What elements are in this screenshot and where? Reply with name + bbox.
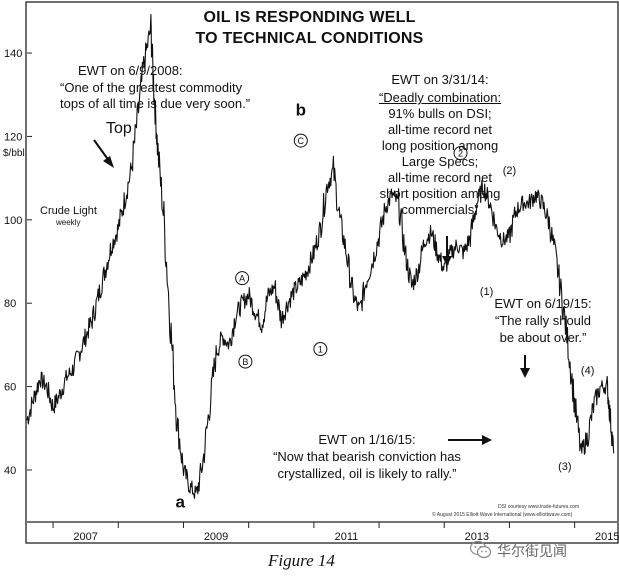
ewt-2014-line-8: commercials” (401, 202, 479, 217)
y-tick-label: 140 (4, 48, 22, 60)
ewt-2015b-line-2: crystallized, oil is likely to rally.” (277, 466, 457, 481)
wave-circle (238, 354, 253, 369)
chart-title-line1: OIL IS RESPONDING WELL (203, 9, 416, 26)
wave-label: (2) (503, 165, 516, 177)
x-tick-label: 2009 (204, 531, 228, 543)
wave-labels: A B C 1 2 (1) (2) (3) (4) a b (175, 101, 594, 512)
x-tick-label: 2011 (335, 531, 359, 543)
ewt-2014-line-3: all-time record net (387, 122, 493, 137)
ewt-2014-line-5: Large Specs; (401, 154, 479, 169)
wave-text: B (242, 357, 248, 367)
wave-label: 2 (453, 146, 468, 161)
x-tick-label: 2013 (465, 531, 489, 543)
wave-text: a (175, 492, 185, 511)
top-label: Top (106, 120, 132, 137)
y-axis-label: $/bbl. (3, 148, 28, 159)
x-ticks: 2007 2009 2011 2013 2015 (27, 521, 619, 543)
rally-arrow-head (520, 368, 530, 378)
wave-label: (4) (581, 365, 594, 377)
y-tick-label: 100 (4, 215, 22, 227)
y-ticks: 140 120 100 80 60 40 (4, 48, 32, 477)
price-series (26, 14, 615, 499)
annotation-arrows (93, 139, 530, 445)
ewt-2008-quote-1: “One of the greatest commodity (60, 80, 243, 95)
wave-circle (453, 146, 468, 161)
watermark-text: 华尔街见闻 (497, 543, 567, 559)
wave-label: a (175, 492, 185, 511)
wave-label: b (296, 101, 306, 120)
dsi-arrow-head (442, 256, 452, 266)
ewt-2014-date: EWT on 3/31/14: (391, 72, 489, 87)
ewt-2008-quote-2: tops of all time is due very soon.” (60, 96, 251, 111)
wave-text: A (239, 274, 245, 284)
wave-text: 2 (458, 149, 463, 159)
wave-label: (3) (558, 461, 571, 473)
credit-ewi: © August 2015 Elliott Wave International… (432, 512, 573, 518)
wave-text: C (298, 136, 305, 146)
bearish-arrow-head (482, 435, 492, 445)
wave-text: (1) (480, 286, 493, 298)
wave-circle (235, 271, 250, 286)
ewt-2014-line-4: long position among (381, 138, 499, 153)
ewt-2014-line-2: 91% bulls on DSI; (388, 106, 492, 121)
wave-label: B (238, 354, 253, 369)
top-arrow-head (103, 156, 114, 168)
ewt-2008-date: EWT on 6/9/2008: (78, 63, 183, 78)
wave-text: 1 (318, 345, 323, 355)
wave-text: b (296, 101, 306, 120)
series-label: Crude Light (40, 205, 97, 217)
figure-caption: Figure 14 (268, 551, 335, 570)
wave-text: (4) (581, 365, 594, 377)
y-tick-label: 80 (4, 298, 16, 310)
ewt-2014-line-1: “Deadly combination: (378, 90, 502, 105)
ewt-2015a-line-2: be about over.” (499, 330, 587, 345)
y-tick-label: 120 (4, 131, 22, 143)
series-sublabel: weekly (56, 218, 81, 227)
x-tick-label: 2007 (73, 531, 97, 543)
y-tick-label: 60 (4, 382, 16, 394)
credit-dsi: DSI courtesy www.trade-futures.com (498, 504, 580, 510)
wave-circle (293, 133, 308, 148)
x-tick-label: 2015 (595, 531, 619, 543)
ewt-2015a-line-1: “The rally should (494, 313, 592, 328)
chart-border (25, 1, 619, 544)
ewt-2015a-date: EWT on 6/19/15: (494, 296, 592, 311)
ewt-2015b-line-1: “Now that bearish conviction has (273, 449, 461, 464)
ewt-2015b-date: EWT on 1/16/15: (318, 432, 416, 447)
y-tick-label: 40 (4, 465, 16, 477)
ewt-2014-line-7: short position among (379, 186, 501, 201)
wave-label: (1) (480, 286, 493, 298)
wave-label: 1 (313, 342, 328, 357)
wave-text: (2) (503, 165, 516, 177)
wechat-logo-icon (469, 540, 492, 560)
ewt-2014-line-6: all-time record net (387, 170, 493, 185)
price-line (26, 14, 615, 499)
wave-label: C (293, 133, 308, 148)
wave-text: (3) (558, 461, 571, 473)
wave-circle (313, 342, 328, 357)
wave-label: A (235, 271, 250, 286)
chart-title-line2: TO TECHNICAL CONDITIONS (195, 30, 424, 47)
